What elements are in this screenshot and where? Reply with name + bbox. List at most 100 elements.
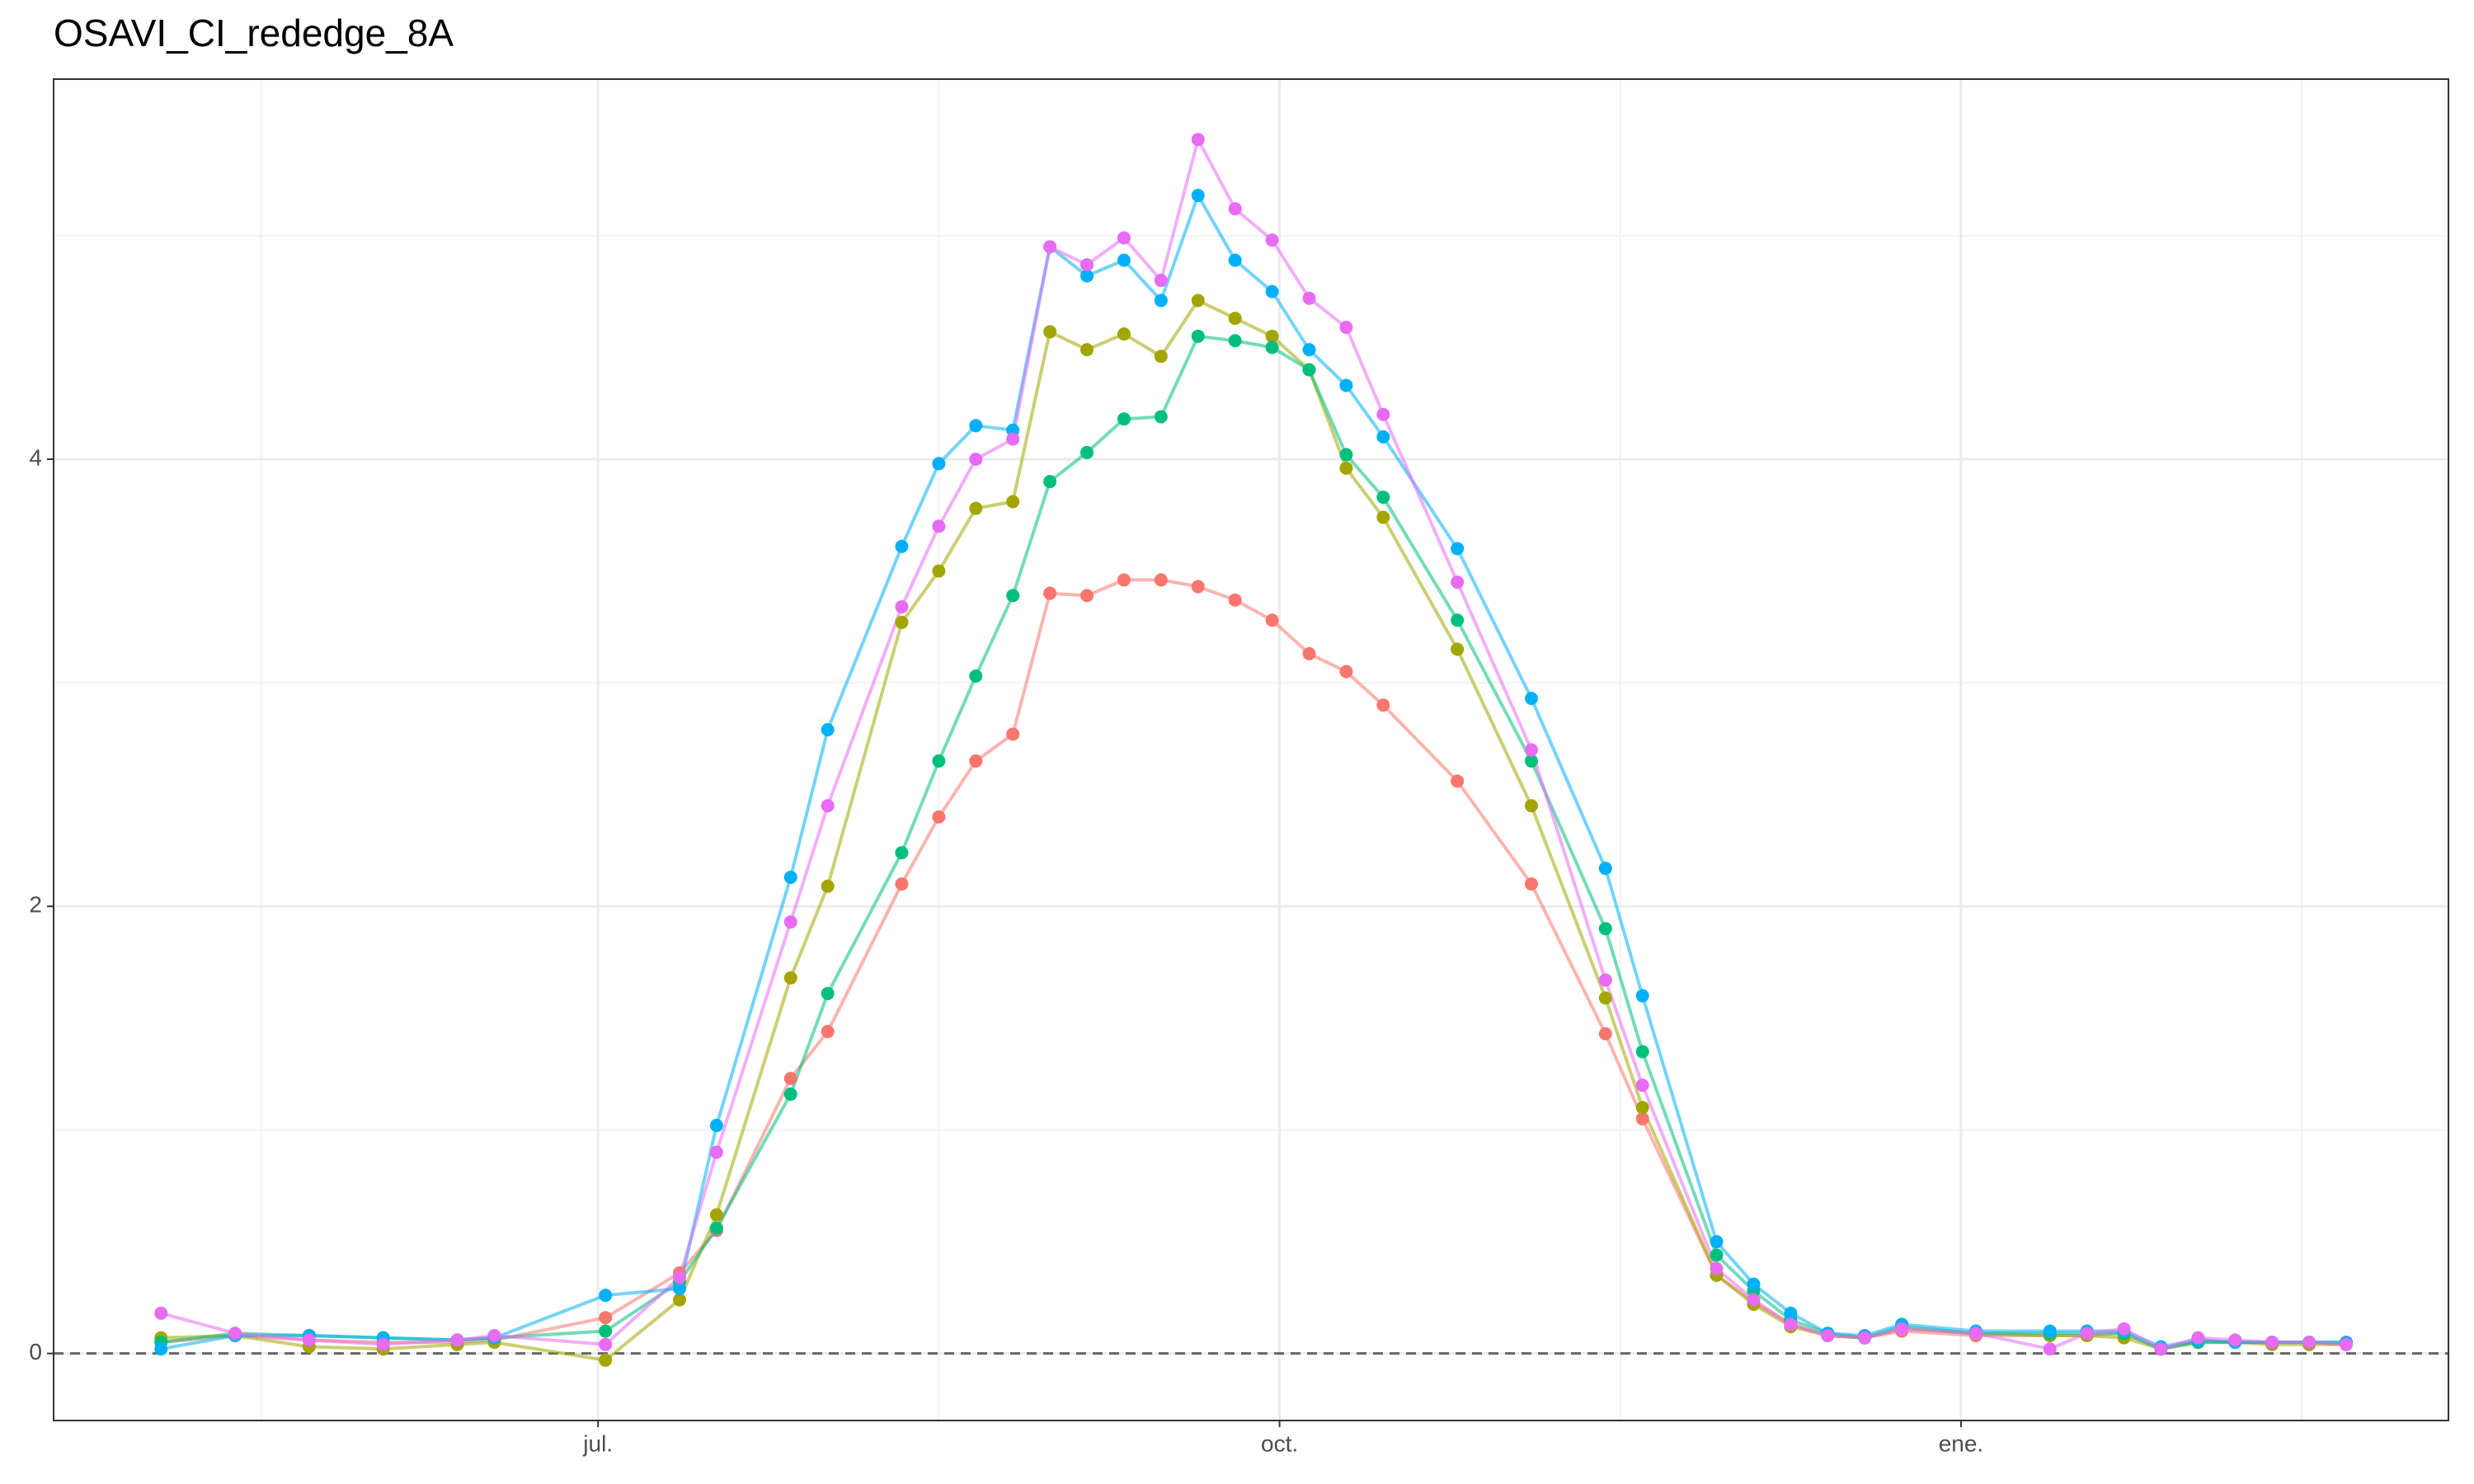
data-point <box>821 799 835 813</box>
data-point <box>932 754 946 768</box>
data-point <box>1635 1111 1649 1125</box>
data-point <box>895 846 909 860</box>
data-point <box>821 879 835 893</box>
data-point <box>709 1145 723 1159</box>
data-point <box>2043 1324 2057 1338</box>
data-point <box>1080 258 1094 272</box>
data-point <box>2265 1336 2279 1350</box>
data-point <box>932 519 946 533</box>
data-point <box>599 1289 613 1303</box>
data-point <box>302 1333 316 1347</box>
data-point <box>932 457 946 471</box>
data-point <box>599 1353 613 1367</box>
data-point <box>969 419 983 433</box>
data-point <box>1191 133 1205 147</box>
chart-title: OSAVI_CI_rededge_8A <box>54 12 454 54</box>
y-tick-label: 4 <box>29 444 42 470</box>
data-point <box>1265 233 1279 247</box>
data-point <box>1747 1293 1761 1307</box>
data-point <box>450 1333 464 1347</box>
data-point <box>1339 448 1353 462</box>
data-point <box>1451 613 1465 627</box>
data-point <box>1524 877 1538 891</box>
data-point <box>1080 269 1094 283</box>
data-point <box>783 1072 797 1086</box>
data-point <box>1154 274 1168 288</box>
data-point <box>487 1328 501 1342</box>
data-point <box>1154 294 1168 308</box>
data-point <box>1265 613 1279 627</box>
data-point <box>1635 989 1649 1003</box>
data-point <box>895 615 909 629</box>
data-point <box>1376 698 1390 712</box>
data-point <box>599 1311 613 1325</box>
data-point <box>2191 1331 2205 1345</box>
data-point <box>1339 378 1353 392</box>
data-point <box>1710 1235 1724 1249</box>
data-point <box>969 452 983 466</box>
data-point <box>783 971 797 985</box>
data-point <box>1895 1322 1909 1336</box>
data-point <box>1228 593 1242 607</box>
data-point <box>154 1306 168 1320</box>
data-point <box>1598 1026 1612 1040</box>
data-point <box>783 915 797 929</box>
data-point <box>1006 495 1020 509</box>
data-point <box>1191 189 1205 203</box>
data-point <box>1524 754 1538 768</box>
data-point <box>1228 253 1242 267</box>
data-point <box>1339 320 1353 334</box>
data-point <box>376 1337 390 1351</box>
data-point <box>1598 862 1612 876</box>
data-point <box>895 599 909 613</box>
data-point <box>1598 991 1612 1005</box>
data-point <box>1228 312 1242 326</box>
data-point <box>1451 774 1465 788</box>
data-point <box>821 1025 835 1039</box>
data-point <box>1117 253 1131 267</box>
data-point <box>673 1270 687 1284</box>
data-point <box>1191 294 1205 308</box>
data-point <box>1598 973 1612 987</box>
data-point <box>895 539 909 553</box>
data-point <box>2154 1342 2168 1356</box>
x-tick-label: jul. <box>582 1430 613 1456</box>
data-point <box>1302 363 1316 377</box>
x-tick-label: oct. <box>1261 1430 1298 1456</box>
data-point <box>1080 589 1094 603</box>
data-point <box>1302 646 1316 660</box>
data-point <box>1265 284 1279 298</box>
data-point <box>709 1221 723 1235</box>
data-point <box>1598 922 1612 936</box>
data-point <box>783 1087 797 1101</box>
plot-border <box>53 78 2449 1421</box>
x-tick-label: ene. <box>1939 1430 1984 1456</box>
y-tick-label: 0 <box>29 1339 42 1364</box>
data-point <box>1451 575 1465 589</box>
data-point <box>1710 1261 1724 1275</box>
data-point <box>969 501 983 515</box>
data-point <box>1376 407 1390 421</box>
data-point <box>1117 573 1131 587</box>
data-point <box>709 1119 723 1133</box>
data-point <box>1784 1306 1798 1320</box>
data-point <box>673 1282 687 1296</box>
data-point <box>1228 202 1242 216</box>
data-point <box>1117 412 1131 426</box>
data-point <box>1117 231 1131 245</box>
data-point <box>1784 1317 1798 1331</box>
data-point <box>1710 1248 1724 1262</box>
data-point <box>1228 334 1242 348</box>
data-point <box>1376 430 1390 444</box>
data-point <box>2302 1336 2316 1350</box>
data-point <box>673 1293 687 1307</box>
data-point <box>1265 340 1279 355</box>
data-point <box>1006 432 1020 446</box>
data-point <box>1117 327 1131 341</box>
data-point <box>895 877 909 891</box>
data-point <box>2080 1327 2094 1341</box>
data-point <box>599 1337 613 1351</box>
data-point <box>1858 1331 1872 1345</box>
data-point <box>932 564 946 578</box>
